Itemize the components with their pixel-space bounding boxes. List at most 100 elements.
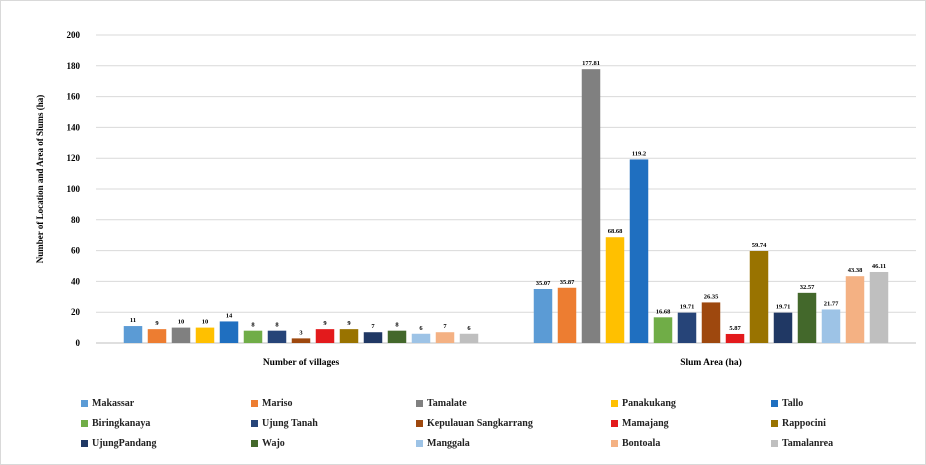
legend-swatch <box>771 420 778 427</box>
bar <box>147 329 167 343</box>
legend-swatch <box>251 420 258 427</box>
bar <box>339 329 359 343</box>
y-axis-title: Number of Location and Area of Slums (ha… <box>35 95 45 263</box>
y-tick-label: 40 <box>71 276 81 286</box>
bar <box>435 332 455 343</box>
legend-label: Tamalanrea <box>782 438 834 449</box>
legend-label: Rappocini <box>782 418 826 429</box>
legend-item: Mamajang <box>611 418 669 429</box>
legend-swatch <box>416 420 423 427</box>
legend-label: Bontoala <box>622 438 661 449</box>
bar <box>725 333 745 343</box>
legend-swatch <box>251 400 258 407</box>
legend-swatch <box>611 440 618 447</box>
data-label: 7 <box>371 323 375 330</box>
data-label: 19.71 <box>776 304 791 311</box>
bar <box>219 321 239 343</box>
legend-label: Ujung Tanah <box>262 418 318 429</box>
legend-label: Tamalate <box>427 398 467 409</box>
data-label: 19.71 <box>680 304 695 311</box>
bar <box>677 312 697 343</box>
data-label: 35.07 <box>536 280 551 287</box>
data-label: 6 <box>419 325 423 332</box>
x-axis: Number of villages Slum Area (ha) <box>263 357 742 368</box>
y-tick-label: 120 <box>67 153 81 163</box>
y-tick-label: 160 <box>67 92 81 102</box>
legend-swatch <box>416 400 423 407</box>
bar <box>195 327 215 343</box>
y-tick-label: 180 <box>67 61 81 71</box>
bar <box>411 333 431 343</box>
bar <box>315 329 335 343</box>
legend-swatch <box>611 400 618 407</box>
legend-label: UjungPandang <box>92 438 157 449</box>
legend-swatch <box>771 440 778 447</box>
data-label: 6 <box>467 325 471 332</box>
bar-chart: 0 20 40 60 80 100 120 140 160 180 200 11 9 10 10 14 8 8 3… <box>35 30 916 368</box>
legend-label: Manggala <box>427 438 470 449</box>
legend-item: Panakukang <box>611 398 676 409</box>
bar <box>387 330 407 343</box>
data-label: 177.81 <box>582 60 600 67</box>
legend-item: Wajo <box>251 438 285 449</box>
y-tick-label: 100 <box>67 184 81 194</box>
legend-label: Biringkanaya <box>92 418 151 429</box>
y-tick-label: 140 <box>67 122 81 132</box>
bar <box>267 330 287 343</box>
data-label: 9 <box>347 320 351 327</box>
bar <box>701 302 721 343</box>
bar <box>533 288 553 343</box>
legend-label: Wajo <box>262 438 285 449</box>
bar <box>557 287 577 343</box>
legend-item: Kepulauan Sangkarrang <box>416 418 533 429</box>
bar <box>459 333 479 343</box>
bar <box>605 237 625 343</box>
x-category-label: Slum Area (ha) <box>680 357 742 368</box>
legend-label: Makassar <box>92 398 135 409</box>
data-label: 7 <box>443 323 447 330</box>
legend-item: Mariso <box>251 398 293 409</box>
legend-label: Panakukang <box>622 398 676 409</box>
y-tick-label: 0 <box>76 338 81 348</box>
bar <box>821 309 841 343</box>
bar <box>797 292 817 343</box>
legend-label: Tallo <box>782 398 804 409</box>
legend-swatch <box>81 440 88 447</box>
legend-item: Biringkanaya <box>81 418 150 429</box>
legend-item: Ujung Tanah <box>251 418 318 429</box>
bar <box>869 271 889 343</box>
bar <box>845 276 865 343</box>
bar <box>653 317 673 343</box>
bar <box>773 312 793 343</box>
data-label: 35.87 <box>560 279 575 286</box>
data-label: 11 <box>130 317 136 324</box>
gridlines <box>96 34 916 344</box>
bar <box>363 332 383 343</box>
data-label: 26.35 <box>704 293 719 300</box>
data-label: 43.38 <box>848 267 863 274</box>
bars <box>123 69 889 343</box>
data-labels: 11 9 10 10 14 8 8 3 9 9 7 8 6 7 6 35.07 35.87 177.81 68.68… <box>130 60 886 336</box>
data-label: 68.68 <box>608 228 623 235</box>
data-label: 14 <box>226 312 233 319</box>
data-label: 59.74 <box>752 242 767 249</box>
data-label: 3 <box>299 329 303 336</box>
legend-swatch <box>611 420 618 427</box>
legend-swatch <box>771 400 778 407</box>
legend-swatch <box>81 400 88 407</box>
legend-swatch <box>81 420 88 427</box>
bar <box>243 330 263 343</box>
data-label: 21.77 <box>824 300 839 307</box>
data-label: 46.11 <box>872 263 886 270</box>
y-tick-label: 80 <box>71 215 81 225</box>
legend-swatch <box>416 440 423 447</box>
data-label: 8 <box>395 322 399 329</box>
y-tick-label: 20 <box>71 307 81 317</box>
data-label: 9 <box>155 320 159 327</box>
legend-item: Rappocini <box>771 418 826 429</box>
legend-item: Tallo <box>771 398 803 409</box>
bar <box>123 326 143 343</box>
legend-label: Kepulauan Sangkarrang <box>427 418 533 429</box>
data-label: 8 <box>251 322 255 329</box>
